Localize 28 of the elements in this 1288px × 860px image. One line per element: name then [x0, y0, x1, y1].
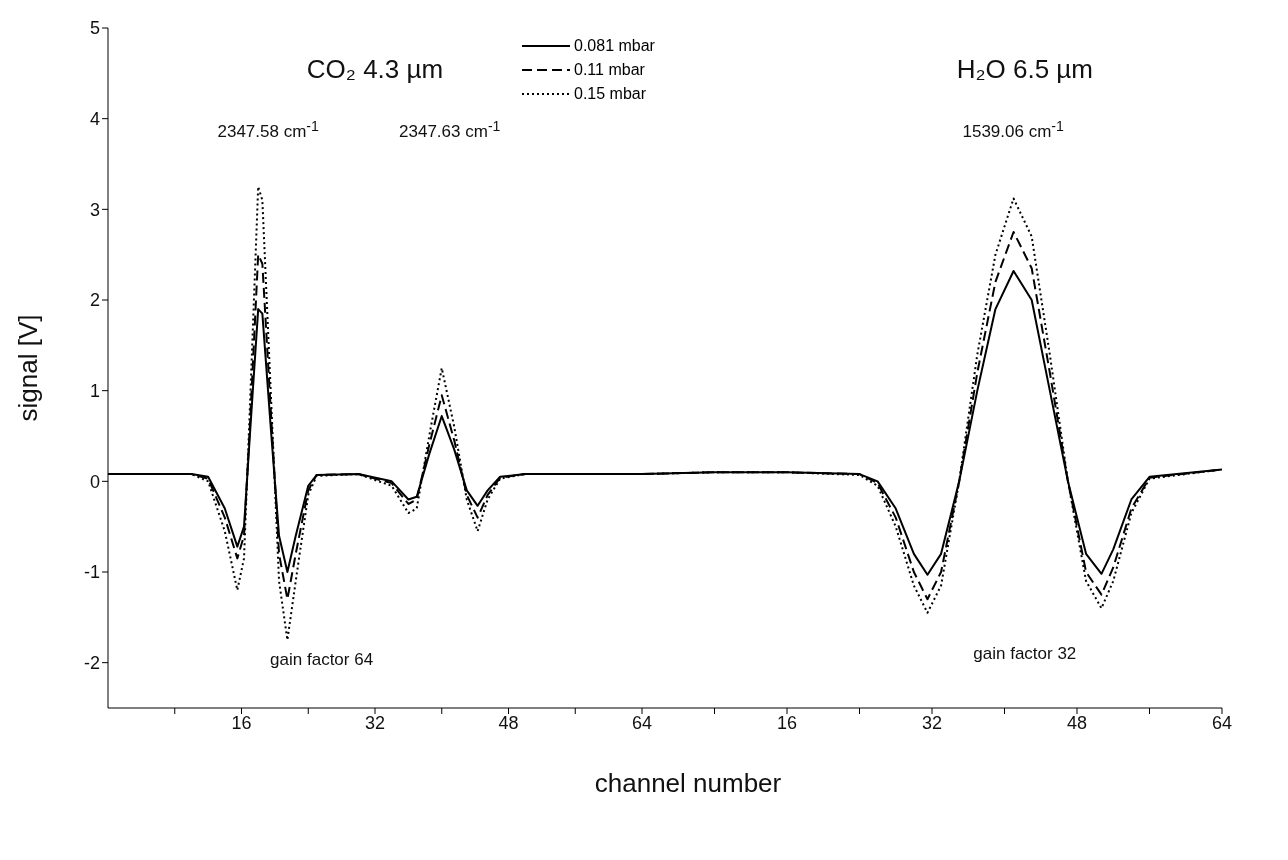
x-tick-label: 16 — [776, 712, 798, 733]
x-tick-label: 32 — [921, 712, 943, 733]
x-tick-label: 32 — [364, 712, 386, 733]
legend-label: 0.081 mbar — [574, 36, 655, 56]
annotation: H₂O 6.5 µm — [956, 53, 1093, 84]
y-tick-label: 4 — [89, 109, 100, 130]
y-tick-label: 2 — [89, 290, 100, 311]
legend-label: 0.11 mbar — [574, 60, 645, 80]
annotation: 2347.63 cm$^{-1}$ — [399, 117, 501, 142]
x-tick-label: 64 — [631, 712, 653, 733]
x-tick-label: 48 — [1066, 712, 1088, 733]
legend-label: 0.15 mbar — [574, 84, 647, 104]
annotation: gain factor 32 — [973, 643, 1077, 663]
annotation: 2347.58 cm$^{-1}$ — [217, 117, 319, 142]
x-tick-label: 64 — [1211, 712, 1233, 733]
y-tick-label: 0 — [89, 471, 100, 492]
y-tick-label: 5 — [89, 18, 100, 39]
annotation: 1539.06 cm$^{-1}$ — [962, 117, 1064, 142]
y-tick-label: -1 — [83, 562, 100, 583]
y-tick-label: -2 — [83, 653, 100, 674]
x-tick-label: 48 — [498, 712, 519, 733]
x-tick-label: 16 — [231, 712, 252, 733]
annotation: CO₂ 4.3 µm — [306, 53, 444, 84]
y-tick-label: 1 — [89, 381, 100, 402]
annotation: gain factor 64 — [270, 650, 374, 670]
x-axis-title: channel number — [593, 768, 783, 799]
y-tick-label: 3 — [89, 199, 100, 220]
y-axis-title: signal [V] — [13, 314, 44, 422]
